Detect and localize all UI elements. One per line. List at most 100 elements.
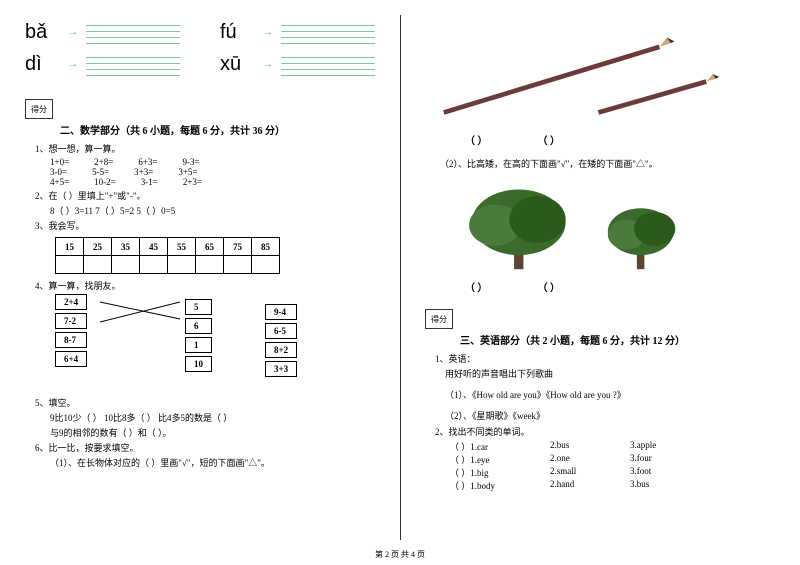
table-cell: 35: [112, 238, 140, 256]
eng-word: （ ）1.body: [450, 479, 550, 492]
bracket-label: （ ）: [538, 279, 561, 294]
arrow-icon: →: [68, 59, 78, 70]
calc-item: 10-2=: [94, 177, 116, 187]
pinyin-cell-fu: fú →: [220, 20, 375, 44]
pinyin-text: xū: [220, 53, 255, 76]
match-box: 7-2: [55, 313, 87, 329]
eng-q2-row3: （ ）1.big 2.small 3.foot: [450, 466, 775, 479]
match-box: 6-5: [265, 323, 297, 339]
table-cell: 45: [140, 238, 168, 256]
match-box: 5: [185, 299, 212, 315]
table-row: [56, 256, 280, 274]
match-box: 2+4: [55, 294, 87, 310]
math-q1-row1: 1+0= 2+8= 6+3= 9-3=: [50, 157, 375, 167]
match-col-left: 2+4 7-2 8-7 6+4: [55, 294, 87, 370]
pinyin-cell-di: dì →: [25, 52, 180, 76]
math-q5-label: 5、填空。: [35, 396, 375, 409]
bracket-label: （ ）: [538, 132, 561, 147]
calc-item: 1+0=: [50, 157, 69, 167]
tree-brackets: （ ） （ ）: [465, 279, 775, 294]
english-section-title: 三、英语部分（共 2 小题，每题 6 分，共计 12 分）: [460, 332, 775, 347]
eng-q2-row1: （ ）1.car 2.bus 3.apple: [450, 440, 775, 453]
eng-word: （ ）1.big: [450, 466, 550, 479]
match-box: 6: [185, 318, 212, 334]
calc-item: 3+3=: [134, 167, 153, 177]
page-right: （ ） （ ） （2）、比高矮，在高的下面画"√"，在矮的下面画"△"。 （ ）…: [400, 0, 800, 565]
math-q1-label: 1、想一想，算一算。: [35, 142, 375, 155]
pinyin-writing-lines: [86, 52, 180, 76]
pinyin-cell-xu: xū →: [220, 52, 375, 76]
match-box: 9-4: [265, 304, 297, 320]
number-table: 15 25 35 45 55 65 75 85: [55, 237, 280, 274]
calc-item: 9-3=: [182, 157, 199, 167]
arrow-icon: →: [263, 59, 273, 70]
match-box: 8-7: [55, 332, 87, 348]
tree-small-icon: [608, 208, 676, 269]
match-box: 8+2: [265, 342, 297, 358]
pencils-image: [425, 20, 725, 130]
eng-word: 3.bus: [630, 479, 649, 492]
match-col-mid: 5 6 1 10: [185, 299, 212, 375]
match-lines: [95, 294, 185, 384]
bracket-label: （ ）: [465, 279, 488, 294]
eng-q2-label: 2、找出不同类的单词。: [435, 425, 775, 438]
score-box: 得分: [425, 309, 453, 329]
eng-q2-row4: （ ）1.body 2.hand 3.bus: [450, 479, 775, 492]
math-q2-label: 2、在（ ）里填上"+"或"-"。: [35, 189, 375, 202]
page-footer: 第 2 页 共 4 页: [0, 549, 800, 560]
calc-item: 6+3=: [138, 157, 157, 167]
match-box: 1: [185, 337, 212, 353]
eng-word: 3.apple: [630, 440, 656, 453]
eng-q2-row2: （ ）1.eye 2.one 3.four: [450, 453, 775, 466]
math-q6-label: 6、比一比，按要求填空。: [35, 441, 375, 454]
table-cell: 55: [168, 238, 196, 256]
trees-image: [425, 177, 725, 277]
eng-q1-sub: 用好听的声音唱出下列歌曲: [445, 367, 775, 380]
match-box: 10: [185, 356, 212, 372]
arrow-icon: →: [263, 27, 273, 38]
eng-word: 2.bus: [550, 440, 630, 453]
calc-item: 3-0=: [50, 167, 67, 177]
calc-item: 2+3=: [183, 177, 202, 187]
arrow-icon: →: [68, 27, 78, 38]
pinyin-row-1: bǎ → fú →: [25, 20, 375, 44]
eng-word: 2.one: [550, 453, 630, 466]
pinyin-writing-lines: [281, 20, 375, 44]
calc-item: 3+5=: [178, 167, 197, 177]
eng-q1-item2: （2）、《星期歌》《week》: [445, 409, 775, 422]
match-box: 3+3: [265, 361, 297, 377]
table-cell: 65: [196, 238, 224, 256]
match-col-right: 9-4 6-5 8+2 3+3: [265, 304, 297, 380]
table-cell-empty: [56, 256, 84, 274]
calc-item: 5-5=: [92, 167, 109, 177]
eng-word: 2.small: [550, 466, 630, 479]
math-q6-sub1: （1）、在长物体对应的（ ）里画"√"，短的下面画"△"。: [50, 456, 375, 469]
bracket-label: （ ）: [465, 132, 488, 147]
math-q1-row3: 4+5= 10-2= 3-1= 2+3=: [50, 177, 375, 187]
pinyin-text: bǎ: [25, 21, 60, 44]
table-cell: 75: [224, 238, 252, 256]
pencil-brackets: （ ） （ ）: [465, 132, 775, 147]
page-left: bǎ → fú → dì → xū → 得分 二、数学部分（共 6 小题，每题 …: [0, 0, 400, 565]
eng-q1-label: 1、英语：: [435, 352, 775, 365]
pinyin-text: fú: [220, 21, 255, 44]
math-q4-label: 4、算一算，找朋友。: [35, 279, 375, 292]
math-q5-line1: 9比10少（ ） 10比8多（ ） 比4多5的数是（ ）: [50, 411, 375, 424]
eng-word: 3.foot: [630, 466, 651, 479]
pinyin-writing-lines: [86, 20, 180, 44]
score-box: 得分: [25, 99, 53, 119]
eng-word: （ ）1.car: [450, 440, 550, 453]
math-q3-label: 3、我会写。: [35, 219, 375, 232]
calc-item: 3-1=: [141, 177, 158, 187]
calc-item: 2+8=: [94, 157, 113, 167]
eng-word: 3.four: [630, 453, 652, 466]
math-q2-row: 8（ ）3=11 7（ ）5=2 5（ ）0=5: [50, 204, 375, 217]
eng-word: 2.hand: [550, 479, 630, 492]
pinyin-row-2: dì → xū →: [25, 52, 375, 76]
table-row: 15 25 35 45 55 65 75 85: [56, 238, 280, 256]
eng-word: （ ）1.eye: [450, 453, 550, 466]
math-q6-sub2: （2）、比高矮，在高的下面画"√"，在矮的下面画"△"。: [440, 157, 775, 170]
calc-item: 4+5=: [50, 177, 69, 187]
math-q5-line2: 与9的相邻的数有（ ）和（ ）。: [50, 426, 375, 439]
table-cell: 25: [84, 238, 112, 256]
